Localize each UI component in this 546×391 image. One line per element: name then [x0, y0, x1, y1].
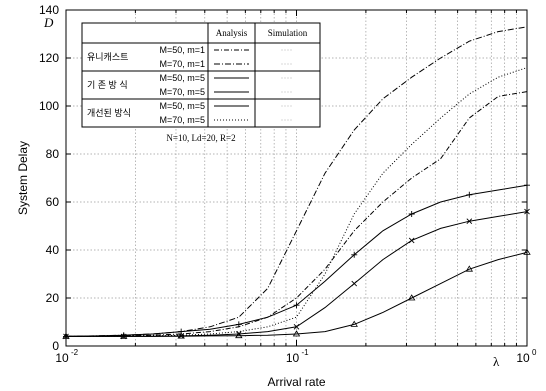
legend-samples [214, 49, 294, 121]
y-tick-label: 40 [46, 243, 60, 257]
data-point [466, 191, 473, 198]
legend-row-label: M=70, m=1 [159, 59, 205, 69]
data-point [351, 251, 358, 258]
x-axis-symbol: λ [493, 354, 500, 369]
legend-rules [82, 23, 320, 127]
y-tick-label: 80 [46, 147, 60, 161]
y-tick-label: 100 [39, 99, 59, 113]
legend-group-unicast: 유니캐스트 [87, 52, 128, 62]
y-tick-label: 120 [39, 51, 59, 65]
series [65, 26, 528, 337]
y-axis-title: System Delay [16, 141, 30, 215]
series-line [65, 184, 528, 337]
data-point [292, 330, 301, 337]
data-point [351, 280, 358, 287]
data-point [177, 332, 185, 339]
legend-row-label: M=70, m=5 [159, 87, 205, 97]
x-tick-label: 10 [286, 351, 300, 365]
series-line [65, 26, 528, 337]
series-group [62, 26, 531, 340]
data-point [120, 332, 128, 339]
legend-row-label: M=50, m=5 [159, 73, 205, 83]
y-tick-label: 0 [52, 339, 59, 353]
data-point [293, 302, 300, 309]
legend: Analysis Simulation 유니캐스트 기 존 방 식 개선된 방식… [81, 22, 321, 128]
series-line [66, 251, 528, 337]
data-point [524, 182, 530, 189]
data-point [407, 294, 416, 301]
y-tick-label: 60 [46, 195, 60, 209]
x-tick-label-exponent: 0 [532, 348, 537, 357]
y-tick-label: 20 [46, 291, 60, 305]
data-point [62, 332, 70, 339]
x-axis-title: Arrival rate [267, 375, 325, 389]
data-point [235, 331, 243, 339]
data-point [293, 323, 300, 330]
data-point [465, 265, 474, 272]
data-point [350, 320, 358, 327]
legend-header-analysis: Analysis [216, 28, 248, 38]
data-point [523, 248, 531, 255]
y-axis-symbol: D [43, 15, 54, 30]
x-tick-label: 10 [55, 351, 69, 365]
legend-group-improved: 개선된 방식 [87, 107, 131, 118]
series [62, 248, 531, 339]
legend-row-label: M=70, m=5 [159, 115, 205, 125]
data-point [524, 208, 530, 215]
x-tick-label-exponent: -1 [302, 348, 310, 357]
x-tick-label: 10 [516, 351, 530, 365]
legend-box [81, 22, 321, 128]
legend-note: N=10, Ld=20, R=2 [166, 133, 235, 143]
legend-group-existing: 기 존 방 식 [87, 80, 128, 90]
legend-row-label: M=50, m=5 [159, 101, 205, 111]
data-point [235, 321, 242, 328]
y-tick-label: 140 [39, 3, 59, 17]
data-point [466, 218, 473, 225]
x-tick-label-exponent: -2 [71, 348, 79, 357]
legend-row-label: M=50, m=1 [159, 45, 205, 55]
data-point [408, 237, 415, 244]
legend-header-simulation: Simulation [268, 28, 308, 38]
data-point [408, 211, 415, 217]
